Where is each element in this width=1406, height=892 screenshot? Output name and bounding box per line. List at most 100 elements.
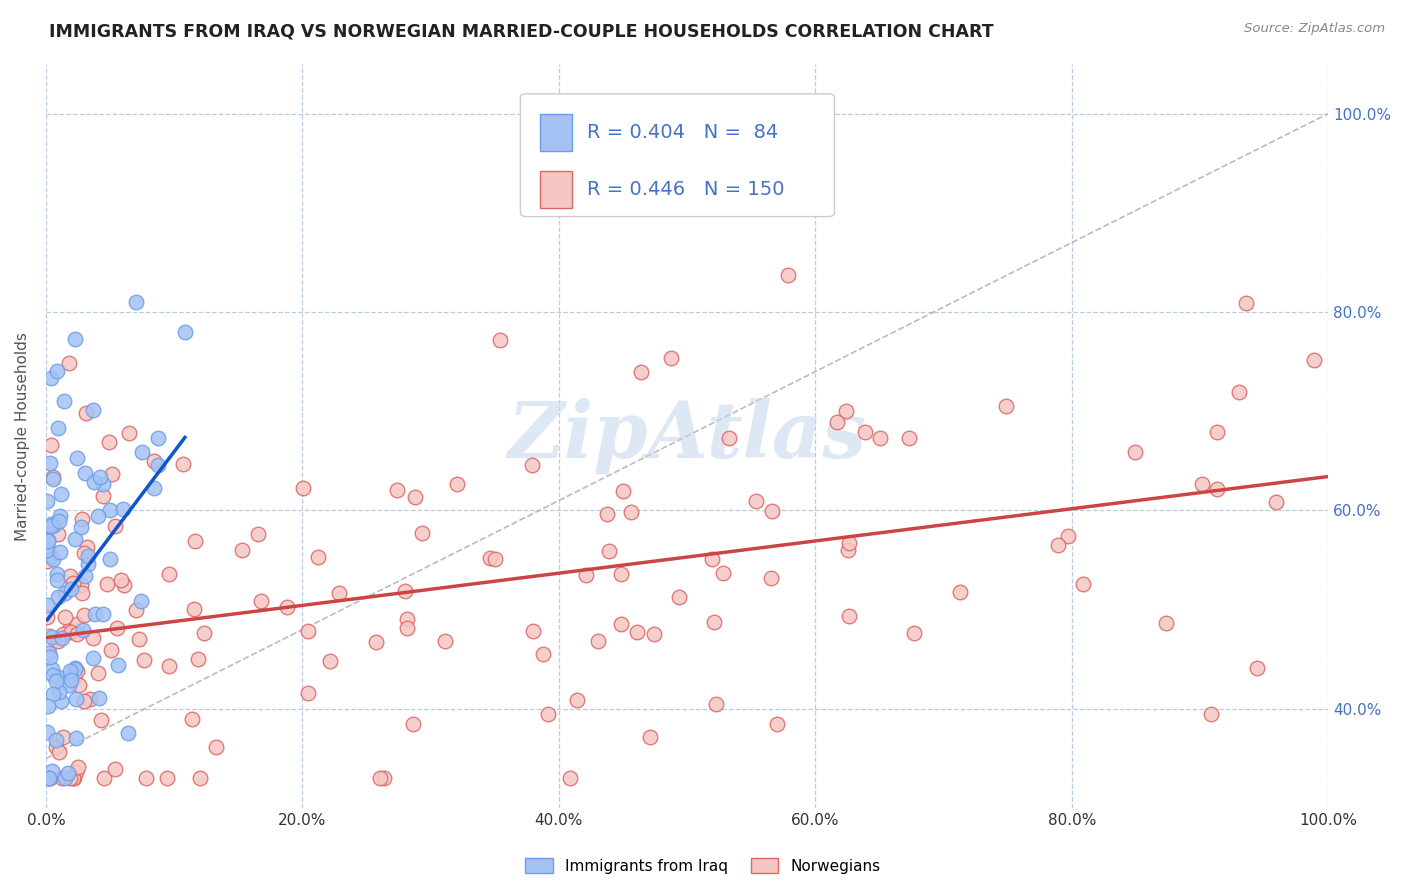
Point — [45, 740, 67, 755]
Point — [42, 472, 65, 486]
Point — [89, 470, 111, 484]
Point — [51, 627, 73, 641]
Point — [703, 615, 725, 630]
Point — [205, 740, 228, 755]
Point — [117, 726, 139, 740]
Text: ZipAtlas: ZipAtlas — [508, 398, 866, 475]
Point — [478, 550, 501, 565]
Point — [56, 765, 79, 780]
Point — [643, 626, 665, 640]
Text: R = 0.446   N = 150: R = 0.446 N = 150 — [588, 180, 785, 199]
Point — [39, 516, 62, 531]
FancyBboxPatch shape — [540, 113, 572, 151]
Point — [761, 503, 783, 517]
Point — [67, 678, 90, 692]
Point — [411, 526, 433, 541]
Point — [77, 557, 100, 571]
Point — [58, 678, 80, 692]
Point — [87, 691, 110, 706]
Point — [62, 771, 84, 785]
Point — [37, 533, 59, 548]
Point — [76, 549, 98, 563]
Point — [70, 512, 93, 526]
Point — [41, 662, 63, 676]
Point — [319, 654, 342, 668]
Point — [37, 724, 59, 739]
Point — [60, 673, 83, 687]
Point — [39, 519, 62, 533]
Point — [100, 643, 122, 657]
Point — [596, 508, 619, 522]
Point — [100, 502, 122, 516]
Point — [70, 586, 93, 600]
Point — [869, 431, 891, 445]
Point — [91, 607, 114, 622]
Point — [558, 772, 581, 786]
Point — [183, 602, 205, 616]
Point — [156, 772, 179, 786]
Point — [38, 772, 60, 786]
Point — [630, 366, 652, 380]
Point — [65, 662, 87, 676]
Point — [48, 514, 70, 528]
Point — [87, 509, 110, 524]
Point — [404, 490, 426, 504]
Point — [174, 325, 197, 339]
Point — [45, 674, 67, 689]
Point — [104, 762, 127, 776]
Point — [1234, 296, 1257, 310]
Point — [48, 685, 70, 699]
Point — [827, 415, 849, 429]
Point — [41, 371, 63, 385]
Point — [42, 470, 65, 484]
FancyBboxPatch shape — [520, 94, 835, 217]
Point — [58, 356, 80, 370]
Point — [598, 544, 620, 558]
Point — [835, 403, 858, 417]
Point — [84, 607, 107, 622]
Point — [187, 652, 209, 666]
Point — [148, 458, 170, 472]
Text: R = 0.404   N =  84: R = 0.404 N = 84 — [588, 122, 779, 142]
Point — [82, 402, 104, 417]
Point — [96, 576, 118, 591]
Point — [42, 518, 65, 533]
Point — [484, 552, 506, 566]
Point — [45, 732, 67, 747]
Point — [620, 505, 643, 519]
Point — [112, 578, 135, 592]
Point — [63, 772, 86, 786]
Point — [91, 477, 114, 491]
Point — [837, 542, 859, 557]
Point — [53, 586, 76, 600]
Point — [104, 518, 127, 533]
Point — [58, 624, 80, 638]
Point — [39, 650, 62, 665]
Point — [759, 571, 782, 585]
Point — [111, 502, 134, 516]
Point — [37, 772, 59, 786]
Point — [638, 730, 661, 744]
Point — [402, 716, 425, 731]
Point — [49, 509, 72, 524]
Point — [143, 481, 166, 495]
Point — [73, 693, 96, 707]
Point — [766, 717, 789, 731]
Point — [575, 568, 598, 582]
Point — [75, 466, 97, 480]
Point — [67, 760, 90, 774]
Text: IMMIGRANTS FROM IRAQ VS NORWEGIAN MARRIED-COUPLE HOUSEHOLDS CORRELATION CHART: IMMIGRANTS FROM IRAQ VS NORWEGIAN MARRIE… — [49, 22, 994, 40]
Point — [52, 731, 75, 745]
Point — [446, 476, 468, 491]
Point — [612, 483, 634, 498]
Point — [46, 633, 69, 648]
Point — [46, 421, 69, 435]
Point — [711, 566, 734, 580]
Point — [128, 632, 150, 647]
Point — [898, 431, 921, 445]
Point — [75, 569, 97, 583]
Point — [110, 573, 132, 587]
Point — [609, 616, 631, 631]
Point — [745, 494, 768, 508]
Point — [86, 666, 108, 681]
